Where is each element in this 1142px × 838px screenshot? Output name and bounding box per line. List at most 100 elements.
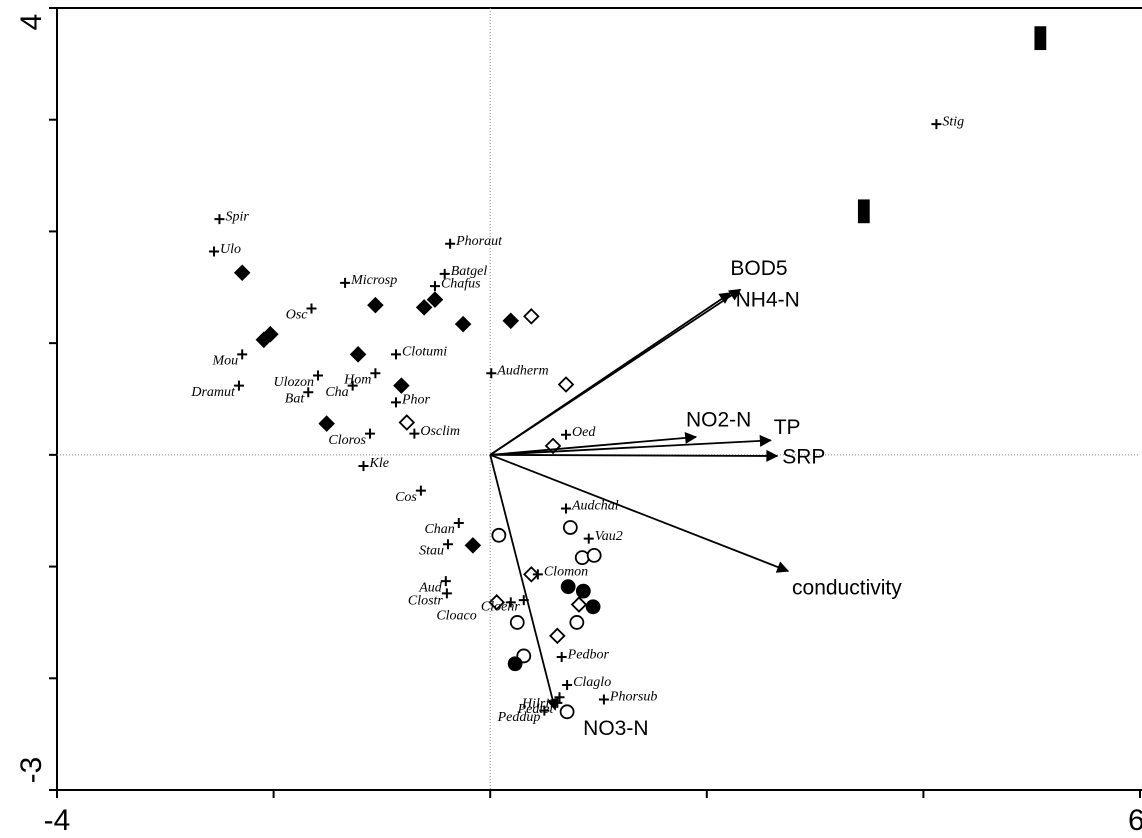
species-label: Stau (419, 543, 444, 558)
species-marker (306, 303, 317, 314)
site-marker (502, 312, 520, 330)
species-label: Audchal (571, 499, 619, 514)
species-label: Osc (286, 308, 309, 323)
species-marker (583, 533, 594, 544)
site-marker (255, 331, 273, 349)
species-marker (347, 380, 358, 391)
vector-arrow (489, 454, 790, 573)
species-label: Kle (368, 456, 388, 471)
species-marker (561, 429, 572, 440)
species-label: Audherm (496, 364, 548, 379)
species-marker (358, 461, 369, 472)
site-marker (523, 566, 540, 583)
species-label: Clotumi (402, 345, 447, 360)
species-label: Chan (424, 522, 454, 537)
site-marker (349, 346, 367, 363)
species-label: Batgel (451, 264, 488, 279)
species-marker (453, 518, 464, 529)
species-label: Hom (343, 373, 371, 388)
species-marker (439, 268, 450, 279)
species-marker (409, 428, 420, 439)
species-marker (313, 370, 324, 381)
species-marker (237, 349, 248, 360)
species-label: Stig (942, 114, 964, 129)
species-marker (340, 277, 351, 288)
vector-arrow (490, 449, 779, 462)
species-label: Microsp (350, 273, 397, 288)
species-label: Phoraut (455, 234, 503, 249)
x-tick-label: -4 (44, 804, 71, 837)
species-label: Mou (212, 354, 239, 369)
species-marker (562, 679, 573, 690)
site-marker (488, 594, 505, 611)
vector-label: NO2-N (686, 409, 751, 432)
species-label: Bat (285, 392, 306, 407)
vector-label: TP (774, 416, 801, 439)
species-label: Cha (325, 385, 348, 400)
species-marker (598, 694, 609, 705)
site-marker (509, 615, 525, 630)
species-marker (931, 119, 942, 130)
vector-arrow (489, 292, 732, 456)
x-tick-label: 6 (1128, 804, 1142, 837)
vector-label: conductivity (792, 577, 902, 600)
species-marker (429, 281, 440, 292)
species-label: Cos (395, 490, 417, 505)
vector-label: NO3-N (583, 717, 648, 740)
site-marker (1034, 26, 1047, 51)
site-marker (857, 199, 870, 224)
species-marker (561, 503, 572, 514)
site-marker (560, 579, 576, 595)
species-label: Claglo (573, 675, 611, 690)
vector-arrow (490, 434, 772, 456)
species-marker (505, 597, 516, 608)
vector-label: SRP (782, 446, 825, 469)
species-label: Vau2 (595, 529, 623, 544)
species-label: Cloros (328, 433, 366, 448)
species-marker (445, 238, 456, 249)
site-marker (575, 583, 591, 599)
species-marker (303, 387, 314, 398)
species-marker (440, 576, 451, 587)
site-marker (549, 627, 566, 645)
species-marker (415, 485, 426, 496)
y-tick-label: -3 (15, 757, 48, 784)
species-marker (233, 380, 244, 391)
site-marker (570, 596, 588, 613)
species-marker (554, 692, 565, 703)
species-label: Phorsub (609, 690, 657, 705)
species-label: Clomon (544, 565, 588, 580)
species-marker (486, 368, 497, 379)
site-marker (426, 291, 444, 308)
vector-arrow (489, 454, 559, 711)
species-label: Ulo (220, 242, 241, 257)
species-label: Aud (418, 580, 443, 595)
species-label: Ulozon (274, 375, 314, 390)
species-label: Pedbor (567, 647, 610, 662)
species-marker (442, 539, 453, 550)
species-label: Oed (572, 425, 596, 440)
species-marker (532, 569, 543, 580)
species-marker (364, 428, 375, 439)
species-label: Osclim (420, 424, 460, 439)
site-marker (491, 527, 507, 543)
site-marker (523, 308, 540, 325)
species-label: Phor (401, 393, 431, 408)
site-marker (507, 656, 523, 672)
vector-label: BOD5 (730, 257, 787, 280)
species-label: Spir (225, 209, 249, 224)
site-marker (569, 615, 585, 630)
species-label: Peddup (497, 710, 541, 725)
site-marker (318, 415, 335, 432)
species-label: Dramut (190, 385, 236, 400)
site-marker (464, 537, 482, 554)
site-marker (586, 548, 602, 563)
species-marker (441, 588, 452, 599)
species-marker (214, 214, 225, 225)
species-marker (390, 349, 401, 360)
site-marker (233, 264, 251, 282)
site-marker (398, 414, 416, 431)
site-marker (454, 315, 472, 333)
